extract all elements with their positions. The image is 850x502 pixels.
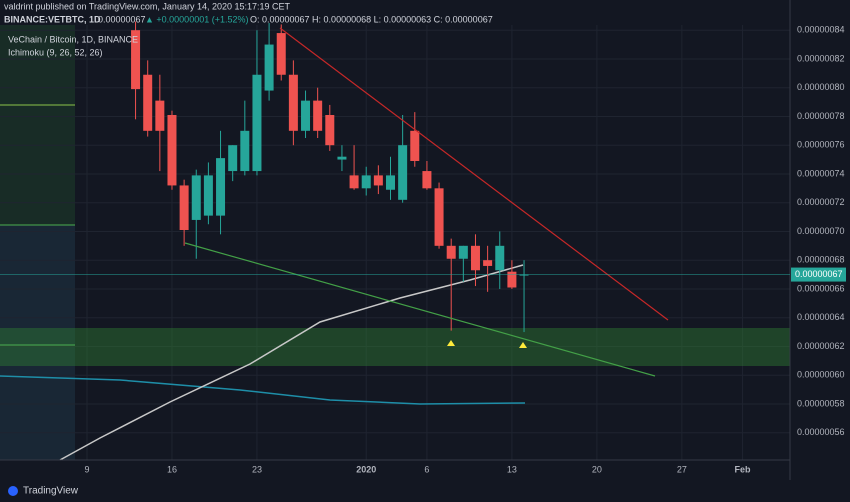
candle-body <box>131 30 141 90</box>
y-tick-label: 0.00000074 <box>797 168 845 178</box>
support-line <box>184 242 656 377</box>
candle-body <box>240 130 250 172</box>
pane-title: VeChain / Bitcoin, 1D, BINANCE <box>8 34 138 44</box>
x-tick-label: 9 <box>84 464 89 474</box>
axes: 0.00000056 0.00000058 0.00000060 0.00000062… <box>84 25 844 475</box>
candle-body <box>361 175 371 189</box>
y-tick-label: 0.00000070 <box>797 226 845 236</box>
candle-body <box>337 156 347 160</box>
y-tick-label: 0.00000072 <box>797 197 845 207</box>
candle-body <box>458 245 468 259</box>
candle-body <box>301 100 311 131</box>
y-tick-label: 0.00000078 <box>797 111 845 121</box>
ohlc: O: 0.00000067 H: 0.00000068 L: 0.0000006… <box>250 14 493 24</box>
price: 0.00000067 <box>98 14 146 24</box>
candle-body <box>495 245 505 271</box>
y-tick-label: 0.00000084 <box>797 25 845 35</box>
y-tick-label: 0.00000082 <box>797 53 845 63</box>
candle-body <box>446 245 456 259</box>
candle-body <box>288 74 298 131</box>
x-tick-label: 2020 <box>356 464 376 474</box>
candle-body <box>276 33 286 75</box>
candle-body <box>386 175 395 190</box>
symbol: BINANCE:VETBTC, 1D <box>4 14 101 24</box>
resistance-line <box>279 27 669 321</box>
candle-body <box>216 158 226 216</box>
logo <box>8 486 18 496</box>
last-price-tag <box>791 267 846 282</box>
candle-body <box>434 188 444 246</box>
marker <box>519 342 527 348</box>
y-tick-label: 0.00000062 <box>797 341 845 351</box>
change: ▲ +0.00000001 (+1.52%) <box>145 14 248 24</box>
candle-body <box>349 175 359 189</box>
candle-body <box>325 115 335 146</box>
moving-average <box>59 264 524 461</box>
brand: TradingView <box>23 486 79 497</box>
x-tick-label: 20 <box>592 464 602 474</box>
candle-body <box>252 74 262 172</box>
candle-body <box>483 260 493 266</box>
y-tick-label: 0.00000056 <box>797 427 845 437</box>
candle-body <box>179 185 189 230</box>
candle-body <box>410 130 420 161</box>
y-tick-label: 0.00000064 <box>797 312 845 322</box>
candles <box>131 21 529 333</box>
support-zone <box>0 328 790 366</box>
indicator: Ichimoku (9, 26, 52, 26) <box>8 47 103 57</box>
price-axis <box>790 0 850 480</box>
candle-body <box>519 274 529 276</box>
candle-body <box>422 171 432 189</box>
candle-body <box>155 100 165 131</box>
y-tick-label: 0.00000076 <box>797 140 845 150</box>
y-tick-label: 0.00000060 <box>797 370 845 380</box>
x-tick-label: Feb <box>735 464 752 474</box>
x-tick-label: 23 <box>252 464 262 474</box>
x-tick-label: 13 <box>507 464 517 474</box>
candle-body <box>264 44 274 91</box>
candle-body <box>398 145 408 200</box>
candle-body <box>373 175 383 186</box>
candle-body <box>313 100 323 131</box>
grid <box>0 25 790 460</box>
ichimoku-line <box>0 375 526 405</box>
y-tick-label: 0.00000068 <box>797 255 845 265</box>
y-tick-label: 0.00000066 <box>797 283 845 293</box>
candle-body <box>203 175 213 216</box>
candle-body <box>228 145 238 172</box>
author-line: valdrint published on TradingView.com, J… <box>4 1 291 11</box>
cloud-blue <box>0 225 75 460</box>
cloud-green <box>0 25 75 225</box>
marker <box>447 340 455 346</box>
x-tick-label: 27 <box>677 464 687 474</box>
y-tick-label: 0.00000058 <box>797 398 845 408</box>
candle-body <box>470 245 480 271</box>
x-tick-label: 6 <box>424 464 429 474</box>
footer <box>0 480 850 502</box>
candle-body <box>143 74 153 131</box>
y-tick-label: 0.00000080 <box>797 82 845 92</box>
candle-body <box>167 115 177 186</box>
candle-body <box>507 271 517 288</box>
last-price-label: 0.00000067 <box>795 269 843 279</box>
candle-body <box>191 175 201 220</box>
x-tick-label: 16 <box>167 464 177 474</box>
